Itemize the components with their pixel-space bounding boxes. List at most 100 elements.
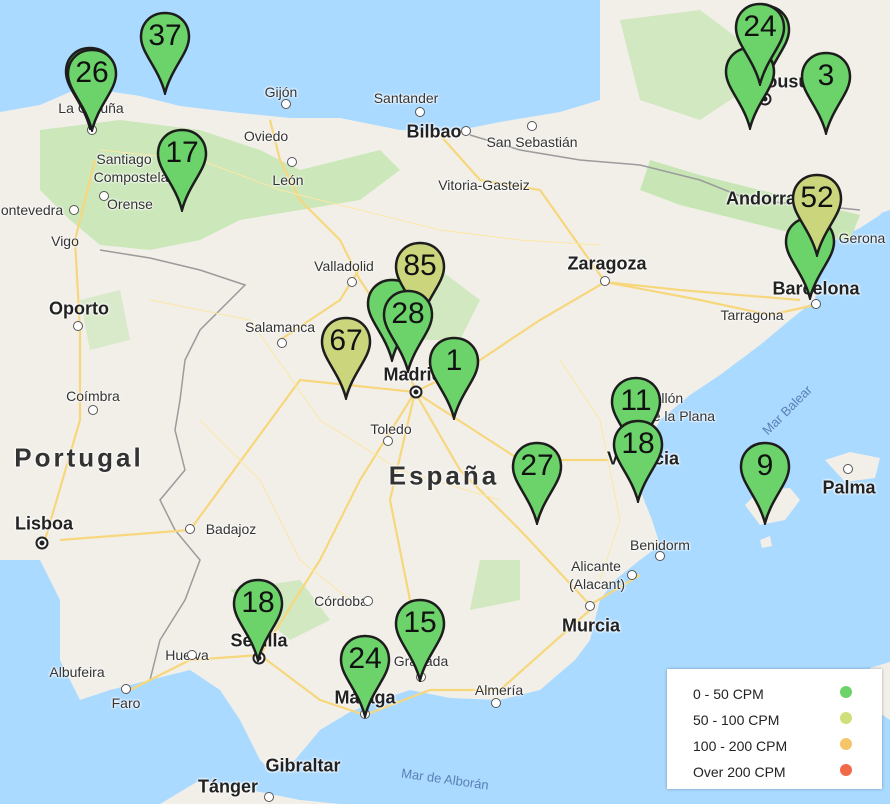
- place-label: (Alacant): [568, 576, 626, 592]
- marker-count: 1: [445, 344, 463, 377]
- place-label: Toledo: [370, 421, 412, 437]
- pin-icon: [339, 634, 391, 718]
- pin-icon: [734, 2, 786, 86]
- pin-icon: [428, 336, 480, 420]
- pin-icon: [394, 598, 446, 682]
- map-marker-pin[interactable]: 26: [65, 48, 119, 132]
- legend-swatch-over-200: [840, 764, 852, 776]
- place-label: ontevedra: [0, 202, 64, 218]
- pin-icon: [612, 419, 664, 503]
- marker-count: 3: [817, 59, 835, 92]
- capital-dot: [409, 385, 423, 399]
- legend-label-100-200: 100 - 200 CPM: [693, 738, 788, 754]
- marker-count: 18: [241, 586, 275, 619]
- place-label: Córdoba: [314, 593, 368, 609]
- pin-icon: [511, 441, 563, 525]
- city-dot: [491, 698, 501, 708]
- pin-icon: [66, 48, 118, 132]
- capital-dot: [35, 536, 49, 550]
- city-dot: [600, 276, 610, 286]
- pin-icon: [382, 289, 434, 373]
- place-label: Lisboa: [14, 513, 74, 534]
- city-dot: [527, 121, 537, 131]
- marker-count: 52: [800, 181, 834, 214]
- place-label: Tarragona: [720, 307, 784, 323]
- city-dot: [277, 338, 287, 348]
- place-label: Madrid: [383, 364, 443, 385]
- place-label: León: [272, 172, 304, 188]
- map-marker-pin[interactable]: 11: [609, 376, 663, 460]
- marker-count: 27: [520, 449, 554, 482]
- marker-count: 67: [329, 324, 363, 357]
- place-label: España: [388, 460, 500, 491]
- city-dot: [655, 551, 665, 561]
- marker-count: 37: [148, 19, 182, 52]
- map-marker-pin[interactable]: 37: [138, 11, 192, 95]
- legend-label-0-50: 0 - 50 CPM: [693, 686, 764, 702]
- place-label: Alicante: [571, 558, 621, 574]
- map-marker-pin[interactable]: 67: [319, 316, 373, 400]
- map-marker-pin[interactable]: 24: [733, 2, 787, 86]
- place-label: Santiago: [96, 151, 152, 167]
- place-label: de la Plana: [644, 408, 716, 424]
- city-dot: [187, 650, 197, 660]
- city-dot: [461, 126, 471, 136]
- legend-swatch-0-50: [840, 686, 852, 698]
- marker-count: 11: [620, 384, 652, 417]
- marker-count: 26: [75, 56, 109, 89]
- map-marker-pin[interactable]: 85: [393, 241, 447, 325]
- city-dot: [185, 524, 195, 534]
- place-label: Orense: [107, 196, 153, 212]
- city-dot: [121, 684, 131, 694]
- pin-icon: [800, 51, 852, 135]
- place-label: Albufeira: [49, 664, 105, 680]
- map-marker-pin[interactable]: 24: [338, 634, 392, 718]
- city-dot: [99, 191, 109, 201]
- place-label: Almería: [474, 682, 524, 698]
- city-dot: [281, 99, 291, 109]
- city-dot: [363, 596, 373, 606]
- legend-swatch-100-200: [840, 738, 852, 750]
- place-label: Palma: [822, 477, 876, 498]
- map-marker-pin[interactable]: 27: [510, 441, 564, 525]
- map-marker-pin[interactable]: 15: [393, 598, 447, 682]
- city-dot: [287, 157, 297, 167]
- city-dot: [843, 464, 853, 474]
- map-marker-pin[interactable]: 18: [611, 419, 665, 503]
- map-marker-pin[interactable]: 52: [790, 173, 844, 257]
- place-label: Zaragoza: [567, 253, 647, 274]
- city-dot: [73, 321, 83, 331]
- map-marker-pin[interactable]: 17: [155, 128, 209, 212]
- place-label: Gerona: [838, 230, 886, 246]
- marker-count: 17: [165, 136, 199, 169]
- city-dot: [264, 792, 274, 802]
- place-label: Gijón: [264, 84, 298, 100]
- place-label: Coímbra: [66, 388, 120, 404]
- place-label: Santander: [373, 90, 439, 106]
- pin-icon: [739, 441, 791, 525]
- map-marker-pin[interactable]: 28: [381, 289, 435, 373]
- city-dot: [585, 601, 595, 611]
- place-label: Faro: [111, 695, 141, 711]
- place-label: Valladolid: [314, 258, 374, 274]
- place-label: Vigo: [51, 233, 79, 249]
- marker-count: 18: [621, 427, 655, 460]
- city-dot: [811, 299, 821, 309]
- marker-count: 85: [403, 249, 437, 282]
- cpm-legend: 0 - 50 CPM 50 - 100 CPM 100 - 200 CPM Ov…: [667, 669, 882, 789]
- map-marker-pin[interactable]: 18: [231, 578, 285, 662]
- place-label: Gibraltar: [265, 755, 341, 776]
- legend-swatch-50-100: [840, 712, 852, 724]
- marker-count: 28: [391, 297, 425, 330]
- city-dot: [347, 277, 357, 287]
- place-label: Tánger: [197, 776, 259, 797]
- map-marker-pin[interactable]: 1: [427, 336, 481, 420]
- map-marker-pin[interactable]: 3: [799, 51, 853, 135]
- place-label: Portugal: [14, 442, 144, 473]
- place-label: Oporto: [49, 298, 109, 319]
- map-marker-pin[interactable]: 9: [738, 441, 792, 525]
- place-label: Salamanca: [244, 319, 316, 335]
- place-label: Compostela: [93, 169, 169, 185]
- place-label: Oviedo: [243, 128, 289, 144]
